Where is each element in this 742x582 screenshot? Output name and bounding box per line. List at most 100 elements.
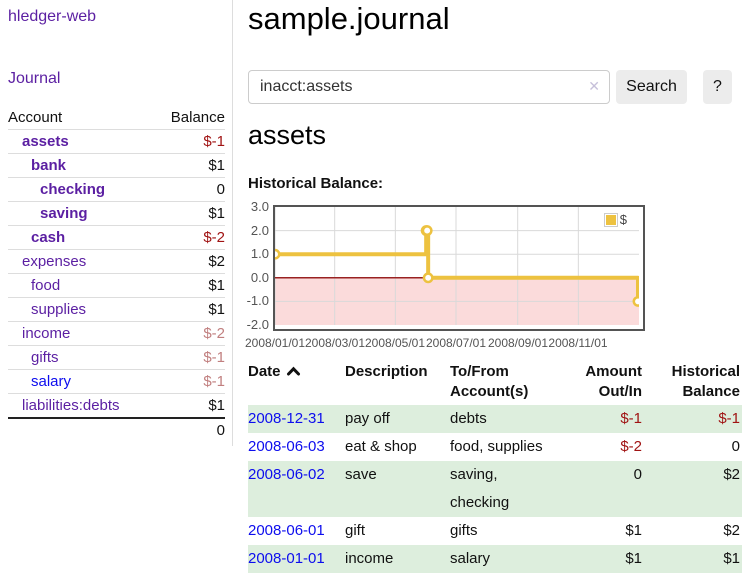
- register-header-amount: Amount Out/In: [585, 363, 642, 400]
- transaction-description: gift: [345, 522, 366, 539]
- account-row: liabilities:debts $1: [8, 393, 225, 419]
- y-axis-tick-label: 0.0: [250, 270, 269, 285]
- y-axis-tick-label: -2.0: [246, 317, 269, 332]
- account-link[interactable]: cash: [31, 229, 66, 246]
- transaction-row: 2008-06-02 save saving, checking 0 $2: [248, 461, 742, 517]
- transaction-balance: 0: [731, 438, 740, 455]
- transaction-amount: $-1: [620, 410, 642, 427]
- chevron-up-icon: [286, 366, 300, 376]
- sidebar: hledger-web Journal Account Balance asse…: [0, 0, 233, 582]
- account-balance: $-2: [203, 229, 225, 246]
- account-balance: $2: [208, 253, 225, 270]
- account-balance: $1: [208, 205, 225, 222]
- account-link[interactable]: liabilities:debts: [22, 397, 120, 414]
- transaction-row: 2008-06-01 gift gifts $1 $2: [248, 517, 742, 545]
- transaction-amount: 0: [633, 466, 642, 483]
- x-axis-tick-label: 2008/05/01: [364, 336, 426, 350]
- x-axis-tick-label: 2008/09/01: [487, 336, 549, 350]
- account-row: bank $1: [8, 153, 225, 178]
- account-link[interactable]: gifts: [31, 349, 59, 366]
- account-link[interactable]: salary: [31, 373, 72, 390]
- account-row: saving $1: [8, 201, 225, 226]
- transaction-balance: $2: [723, 466, 740, 483]
- account-balance: $1: [208, 301, 225, 318]
- account-balance: $-1: [203, 373, 225, 390]
- account-balance: 0: [216, 181, 225, 198]
- account-link[interactable]: supplies: [31, 301, 87, 318]
- y-axis-tick-label: -1.0: [246, 293, 269, 308]
- transaction-accounts: saving, checking: [450, 466, 510, 511]
- account-row: food $1: [8, 273, 225, 298]
- main-content: sample.journal ✕ Search ? assets Histori…: [245, 0, 742, 582]
- account-row: salary $-1: [8, 369, 225, 394]
- clear-search-icon[interactable]: ✕: [588, 78, 600, 94]
- transaction-date-link[interactable]: 2008-06-02: [248, 466, 325, 483]
- y-axis-tick-label: 2.0: [250, 223, 269, 238]
- transaction-date-link[interactable]: 2008-12-31: [248, 410, 325, 427]
- account-link[interactable]: food: [31, 277, 61, 294]
- y-axis-tick-label: 1.0: [250, 246, 269, 261]
- account-link[interactable]: expenses: [22, 253, 87, 270]
- transaction-date-link[interactable]: 2008-06-03: [248, 438, 325, 455]
- search-bar: ✕ Search ?: [248, 70, 742, 104]
- account-link[interactable]: saving: [40, 205, 88, 222]
- register-header-row: Date Description To/From Account(s) Amou…: [248, 360, 742, 405]
- transaction-date-link[interactable]: 2008-06-01: [248, 522, 325, 539]
- sidebar-divider: [232, 0, 233, 446]
- account-link[interactable]: bank: [31, 157, 67, 174]
- legend-series-label: $: [619, 212, 627, 227]
- chart-plot-area: $: [273, 205, 645, 331]
- transaction-balance: $2: [723, 522, 740, 539]
- transaction-description: save: [345, 466, 377, 483]
- account-row: supplies $1: [8, 297, 225, 322]
- accounts-total-row: 0: [8, 418, 225, 442]
- transaction-accounts: food, supplies: [450, 438, 543, 455]
- transaction-accounts: debts: [450, 410, 487, 427]
- account-link[interactable]: checking: [40, 181, 106, 198]
- account-row: cash $-2: [8, 225, 225, 250]
- account-title: assets: [248, 120, 327, 150]
- search-input[interactable]: [248, 70, 610, 104]
- account-balance: $1: [208, 277, 225, 294]
- transaction-description: income: [345, 550, 394, 567]
- help-button[interactable]: ?: [703, 70, 732, 104]
- accounts-header-account: Account: [8, 109, 63, 126]
- account-row: income $-2: [8, 321, 225, 346]
- transaction-description: eat & shop: [345, 438, 417, 455]
- app-brand-link[interactable]: hledger-web: [8, 8, 97, 25]
- sidebar-item-journal[interactable]: Journal: [8, 70, 61, 87]
- legend-color-swatch: [603, 212, 618, 227]
- account-row: expenses $2: [8, 249, 225, 274]
- account-link[interactable]: assets: [22, 133, 69, 150]
- chart-legend: $: [603, 212, 627, 227]
- transaction-row: 2008-01-01 income salary $1 $1: [248, 545, 742, 573]
- transaction-balance: $-1: [718, 410, 740, 427]
- x-axis-tick-label: 2008/03/01: [304, 336, 366, 350]
- transaction-amount: $1: [625, 550, 642, 567]
- accounts-header-row: Account Balance: [8, 106, 225, 130]
- account-link[interactable]: income: [22, 325, 71, 342]
- x-axis-tick-label: 2008/07/01: [425, 336, 487, 350]
- x-axis-tick-label: 2008/01/01: [244, 336, 306, 350]
- account-balance: $-1: [203, 133, 225, 150]
- transaction-accounts: gifts: [450, 522, 478, 539]
- account-balance: $-1: [203, 349, 225, 366]
- account-row: gifts $-1: [8, 345, 225, 370]
- transaction-balance: $1: [723, 550, 740, 567]
- account-balance: $1: [208, 397, 225, 414]
- transaction-amount: $1: [625, 522, 642, 539]
- account-row: checking 0: [8, 177, 225, 202]
- register-header-date[interactable]: Date: [248, 360, 345, 405]
- transaction-amount: $-2: [620, 438, 642, 455]
- account-row: assets $-1: [8, 129, 225, 154]
- page-title: sample.journal: [248, 1, 450, 36]
- account-balance: $-2: [203, 325, 225, 342]
- y-axis-tick-label: 3.0: [250, 199, 269, 214]
- register-table: Date Description To/From Account(s) Amou…: [248, 360, 742, 573]
- transaction-description: pay off: [345, 410, 390, 427]
- historical-balance-chart: $ 3.0 2.0 1.0 0.0 -1.0 -2.0 2008/01/01 2008/03/…: [240, 198, 742, 350]
- account-balance: $1: [208, 157, 225, 174]
- search-button[interactable]: Search: [616, 70, 687, 104]
- transaction-date-link[interactable]: 2008-01-01: [248, 550, 325, 567]
